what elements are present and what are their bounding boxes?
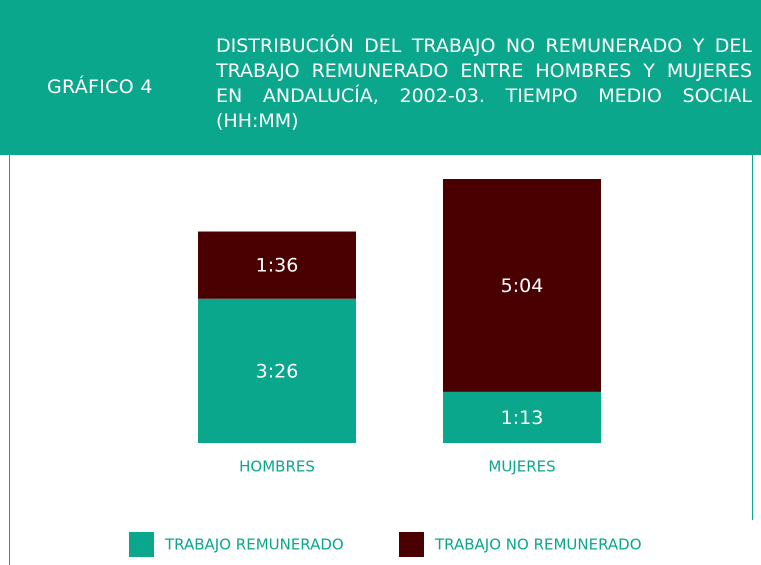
bar-segment [443, 179, 601, 392]
value-label: 1:36 [256, 255, 299, 277]
value-label: 5:04 [501, 275, 544, 297]
legend-label: TRABAJO NO REMUNERADO [434, 536, 642, 554]
bar-segment [443, 391, 601, 443]
x-tick-label: MUJERES [488, 458, 555, 476]
value-label: 1:13 [501, 407, 544, 429]
legend-swatch [399, 532, 424, 557]
chart-label: GRÁFICO 4 [47, 76, 153, 98]
bar-segment [198, 231, 356, 299]
header: GRÁFICO 4 DISTRIBUCIÓN DEL TRABAJO NO RE… [0, 0, 761, 155]
bar-segment [198, 298, 356, 443]
value-label: 3:26 [256, 360, 299, 382]
chart-title: DISTRIBUCIÓN DEL TRABAJO NO REMUNERADO Y… [216, 35, 752, 132]
legend-swatch [129, 532, 154, 557]
legend-label: TRABAJO REMUNERADO [164, 536, 344, 554]
x-tick-label: HOMBRES [239, 458, 315, 476]
